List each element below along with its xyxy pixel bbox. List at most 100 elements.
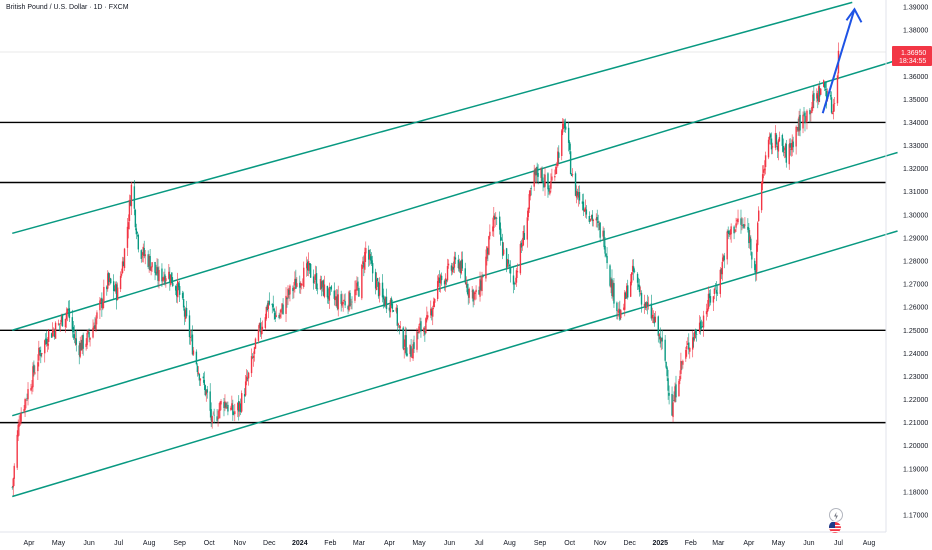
x-tick-label: Dec [263,540,276,547]
x-tick-label: Aug [503,540,516,547]
candle-body [611,278,613,297]
candle-body [344,301,346,306]
candle-body [151,262,153,268]
candle-body [219,402,221,411]
candle-body [508,264,511,267]
candle-body [554,176,556,178]
candle-body [38,347,40,361]
candle-body [100,298,102,301]
candle-body [343,299,345,302]
candle-body [288,290,290,295]
candle-body [136,232,139,234]
candle-body [447,263,450,266]
x-tick-label: Jun [803,540,814,547]
candle-body [133,186,136,209]
x-tick-label: Apr [384,540,396,547]
candle-body [451,266,454,273]
candle-body [271,303,273,306]
candle-body [810,112,812,113]
candle-body [336,296,338,308]
candle-body [60,316,63,323]
candle-body [268,300,270,305]
candle-body [619,309,621,320]
us-flag-icon[interactable] [829,521,841,533]
candle-body [521,245,524,247]
channel-line [12,230,898,498]
candle-body [688,342,690,350]
candle-body [733,226,735,234]
channel-line [12,1,853,235]
candle-body [595,218,597,221]
candle-body [247,372,250,379]
candle-body [405,335,407,355]
candle-body [689,347,691,352]
candle-body [370,256,372,261]
candle-body [13,465,15,479]
candle-body [158,269,160,282]
candle-body [109,278,111,281]
candle-body [603,230,605,248]
candle-body [624,292,626,310]
candle-body [466,283,468,293]
price-badge-countdown: 18:34:55 [899,58,926,65]
candle-body [726,231,728,260]
candle-body [527,207,529,218]
lightning-icon[interactable] [829,508,843,522]
candle-body [402,327,404,349]
candle-body [591,214,593,222]
candle-body [46,338,48,345]
candle-body [218,409,220,418]
candle-body [701,326,704,328]
candle-body [482,276,484,278]
y-axis-ticks: 1.390001.380001.370001.360001.350001.340… [903,5,928,520]
candle-body [654,316,657,323]
x-tick-label: Sep [534,540,547,547]
candle-body [734,229,736,232]
candle-body [555,167,557,174]
candles [11,42,840,496]
candle-body [391,303,394,309]
x-tick-label: May [412,540,426,547]
candle-body [680,360,682,374]
candle-body [189,336,192,339]
candle-body [481,276,483,292]
candle-body [128,199,131,221]
candle-body [509,266,512,274]
candle-body [730,226,732,235]
candle-body [182,299,185,308]
channel-line [12,151,898,417]
candle-body [505,248,508,268]
candle-body [170,274,172,285]
candle-body [50,333,53,338]
candle-body [574,173,577,196]
projection-arrow [821,7,863,114]
y-tick-label: 1.19000 [903,466,928,473]
candle-body [633,270,636,272]
y-tick-label: 1.18000 [903,489,928,496]
candle-body [723,255,725,261]
candle-body [101,297,103,308]
candle-body [12,478,14,488]
candle-body [516,271,519,273]
candle-body [431,310,433,316]
candle-body [26,397,28,399]
candle-body [71,317,74,330]
candle-body [216,416,218,421]
candle-body [829,95,832,97]
candle-body [632,266,635,272]
x-tick-label: Jul [834,540,843,547]
price-badge: 1.36950 18:34:55 [892,46,932,66]
candle-body [280,309,282,313]
candle-body [126,226,129,248]
candle-body [64,318,67,328]
candle-body [830,97,833,113]
candle-body [709,296,712,303]
candle-body [113,289,116,291]
candle-body [613,283,615,304]
x-tick-label: May [772,540,786,547]
candle-body [523,232,526,240]
candle-body [685,350,687,359]
candle-body [78,345,80,356]
candle-body [252,355,255,358]
